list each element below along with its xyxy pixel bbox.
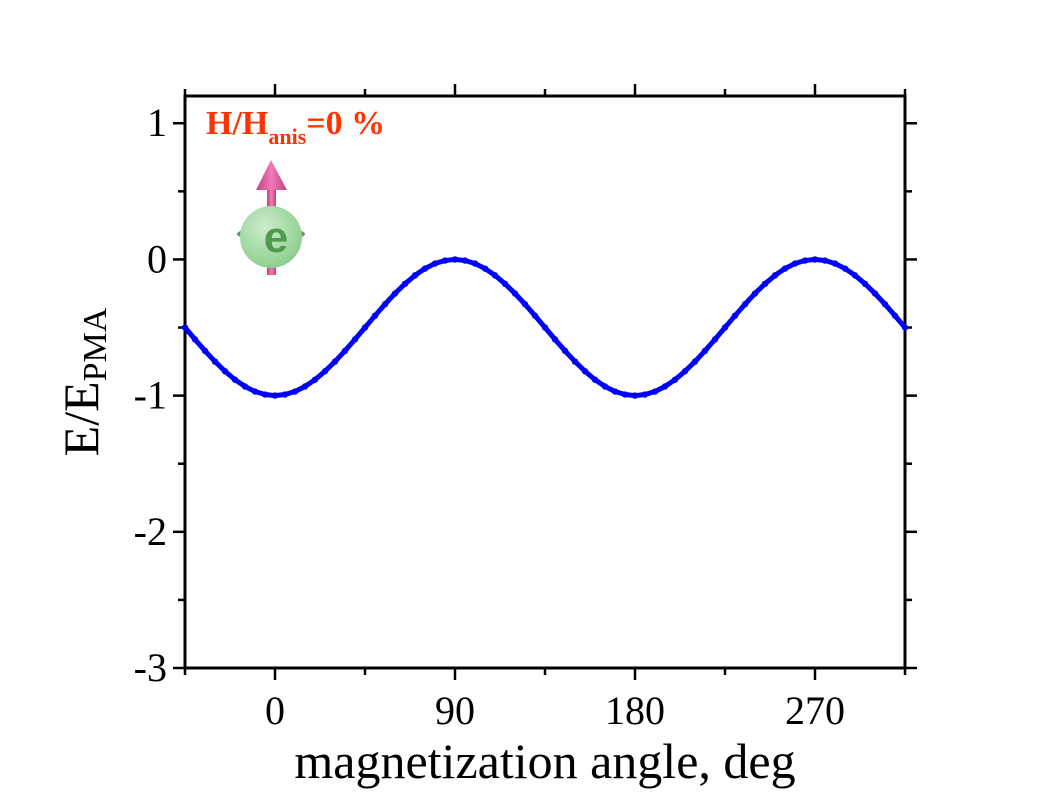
- data-point: [291, 388, 299, 395]
- data-point: [641, 391, 649, 398]
- data-point: [631, 392, 639, 399]
- data-point: [761, 280, 769, 288]
- data-point: [441, 257, 449, 264]
- x-axis-label: magnetization angle, deg: [294, 733, 795, 789]
- data-point: [241, 383, 249, 390]
- data-point: [901, 324, 909, 331]
- data-point: [801, 257, 809, 264]
- data-point: [831, 260, 839, 267]
- data-point: [491, 272, 499, 279]
- data-point: [871, 290, 879, 297]
- data-point: [591, 376, 599, 383]
- tick-labels: 0 90 180 270 1 0 -1 -2 -3: [134, 100, 845, 733]
- data-point: [391, 290, 399, 297]
- data-point: [841, 265, 849, 272]
- y-tick-label: 0: [147, 236, 167, 281]
- data-point: [351, 336, 359, 343]
- data-point: [321, 368, 329, 375]
- data-point: [751, 290, 759, 297]
- y-axis-label: E/EPMA: [53, 307, 114, 456]
- data-point: [331, 358, 339, 365]
- data-point: [211, 358, 219, 365]
- data-point: [721, 324, 729, 331]
- data-point: [571, 358, 579, 365]
- plot-frame: [183, 94, 907, 670]
- electron-spin-icon: e: [237, 160, 305, 275]
- data-point: [511, 290, 519, 297]
- data-point: [251, 388, 259, 395]
- data-point: [221, 368, 229, 375]
- x-tick-label: 180: [605, 688, 665, 733]
- y-tick-label: 1: [147, 100, 167, 145]
- annotation-suffix: =0 %: [306, 105, 385, 142]
- data-point: [551, 336, 559, 343]
- data-point: [861, 280, 869, 288]
- field-ratio-annotation: H/Hanis=0 %: [206, 105, 385, 149]
- x-tick-label: 90: [435, 688, 475, 733]
- data-point: [471, 260, 479, 267]
- y-tick-label: -1: [134, 373, 167, 418]
- data-point: [701, 347, 709, 355]
- data-point: [561, 347, 569, 355]
- data-point: [851, 272, 859, 279]
- data-point: [711, 336, 719, 343]
- y-axis-label-sub: PMA: [77, 307, 114, 381]
- data-point: [621, 391, 629, 398]
- data-point: [201, 347, 209, 355]
- data-point: [261, 391, 269, 398]
- data-point: [781, 265, 789, 272]
- data-point: [811, 256, 819, 263]
- data-point: [651, 388, 659, 395]
- y-tick-label: -3: [134, 645, 167, 690]
- data-point: [541, 324, 549, 331]
- data-point: [891, 312, 899, 319]
- data-point: [311, 376, 319, 383]
- y-axis-label-main: E/E: [53, 381, 109, 456]
- data-point: [401, 280, 409, 288]
- data-point: [451, 256, 459, 263]
- data-point: [481, 265, 489, 272]
- data-point: [771, 272, 779, 279]
- data-point: [691, 358, 699, 365]
- data-point: [431, 260, 439, 267]
- data-point: [381, 301, 389, 308]
- data-point: [271, 392, 279, 399]
- data-point: [661, 383, 669, 390]
- data-point: [821, 257, 829, 264]
- data-point: [601, 383, 609, 390]
- data-point: [341, 347, 349, 355]
- data-point: [681, 368, 689, 375]
- data-point: [671, 376, 679, 383]
- data-point: [361, 324, 369, 331]
- electron-letter: e: [264, 213, 288, 262]
- data-point: [531, 312, 539, 319]
- data-point: [791, 260, 799, 267]
- data-point: [501, 280, 509, 288]
- data-point: [581, 368, 589, 375]
- data-point: [741, 301, 749, 308]
- data-point: [191, 336, 199, 343]
- data-point: [231, 376, 239, 383]
- x-tick-label: 0: [265, 688, 285, 733]
- annotation-main: H/H: [206, 105, 268, 142]
- data-point: [371, 312, 379, 319]
- data-point: [301, 383, 309, 390]
- data-point: [731, 312, 739, 319]
- data-point: [421, 265, 429, 272]
- data-point: [611, 388, 619, 395]
- data-point: [281, 391, 289, 398]
- data-point: [881, 301, 889, 308]
- data-point: [461, 257, 469, 264]
- x-tick-label: 270: [785, 688, 845, 733]
- axis-ticks: [173, 84, 917, 680]
- data-point: [181, 324, 189, 331]
- data-point: [411, 272, 419, 279]
- annotation-sub: anis: [268, 124, 306, 149]
- data-point: [521, 301, 529, 308]
- data-series: [181, 256, 909, 399]
- y-tick-label: -2: [134, 509, 167, 554]
